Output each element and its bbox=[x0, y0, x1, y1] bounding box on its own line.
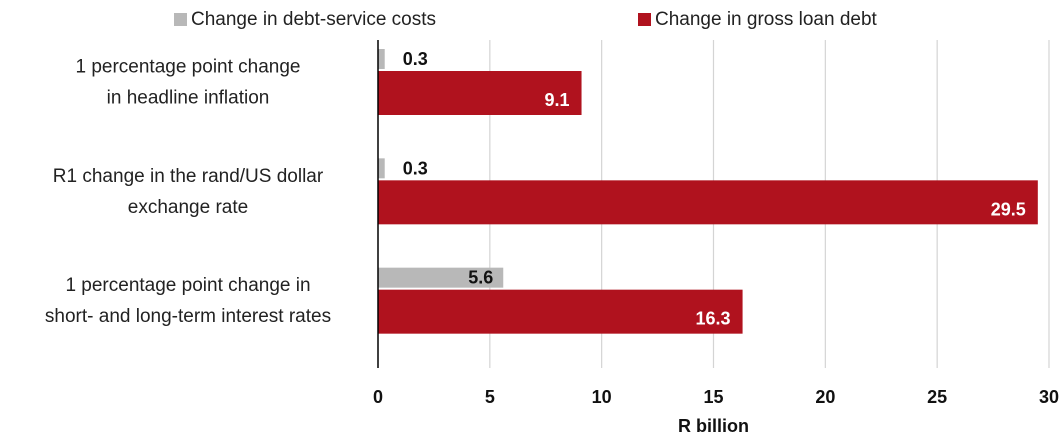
legend-swatch bbox=[638, 13, 651, 26]
x-tick-label: 0 bbox=[373, 387, 383, 407]
x-tick-labels: 0 5 10 15 20 25 30 bbox=[373, 387, 1059, 407]
bars bbox=[378, 49, 1038, 334]
bar-debt-service-costs bbox=[378, 267, 504, 288]
data-label-gross-loan-debt: 16.3 bbox=[696, 309, 731, 329]
x-axis-title: R billion bbox=[678, 416, 749, 436]
x-tick-label: 20 bbox=[815, 387, 835, 407]
data-label-debt-service-costs: 0.3 bbox=[403, 49, 428, 69]
category-label: 1 percentage point change bbox=[75, 57, 300, 78]
x-tick-label: 15 bbox=[703, 387, 723, 407]
legend: Change in debt-service costs Change in gr… bbox=[174, 9, 878, 30]
category-label: R1 change in the rand/US dollar bbox=[53, 166, 324, 187]
category-label: 1 percentage point change in bbox=[65, 275, 310, 296]
data-label-gross-loan-debt: 9.1 bbox=[545, 90, 570, 110]
x-tick-label: 30 bbox=[1039, 387, 1059, 407]
legend-label: Change in debt-service costs bbox=[191, 9, 436, 30]
bar-gross-loan-debt bbox=[378, 289, 743, 334]
category-label: exchange rate bbox=[128, 197, 248, 218]
legend-label: Change in gross loan debt bbox=[655, 9, 878, 30]
data-label-gross-loan-debt: 29.5 bbox=[991, 199, 1026, 219]
bar-debt-service-costs bbox=[378, 158, 385, 179]
data-label-debt-service-costs: 0.3 bbox=[403, 158, 428, 178]
data-labels: 0.3 9.1 0.3 29.5 5.6 16.3 bbox=[403, 49, 1026, 329]
category-labels: 1 percentage point change in headline inf… bbox=[45, 57, 331, 328]
legend-swatch bbox=[174, 13, 187, 26]
x-tick-label: 25 bbox=[927, 387, 947, 407]
bar-gross-loan-debt bbox=[378, 180, 1038, 225]
category-label: in headline inflation bbox=[107, 88, 270, 109]
category-label: short- and long-term interest rates bbox=[45, 306, 331, 327]
x-tick-label: 10 bbox=[592, 387, 612, 407]
bar-debt-service-costs bbox=[378, 49, 385, 69]
bar-gross-loan-debt bbox=[378, 71, 582, 115]
x-tick-label: 5 bbox=[485, 387, 495, 407]
data-label-debt-service-costs: 5.6 bbox=[468, 268, 493, 288]
